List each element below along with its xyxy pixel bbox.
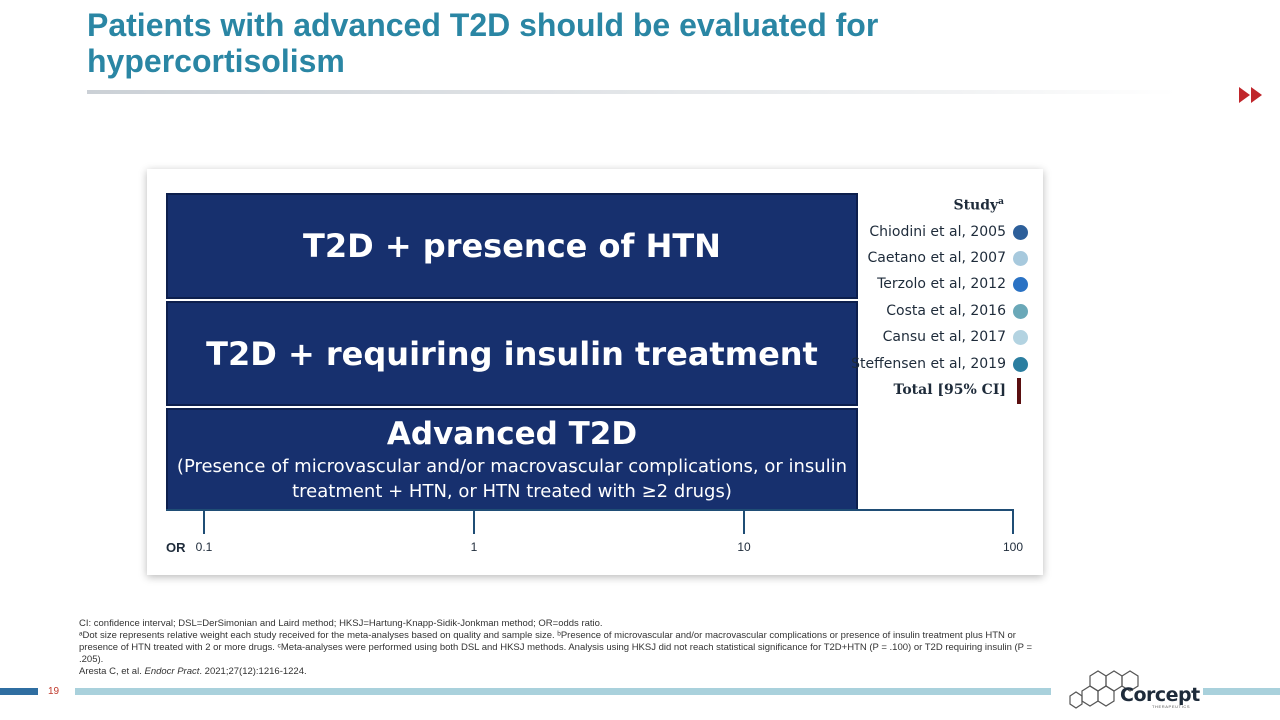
legend-heading: Studya [930, 197, 1004, 214]
group-box-insulin: T2D + requiring insulin treatment [166, 301, 858, 406]
page-number: 19 [48, 686, 60, 697]
footnote-reference: Aresta C, et al. Endocr Pract. 2021;27(1… [79, 666, 1039, 678]
legend-dot [1013, 304, 1028, 319]
footnote-abbreviations: CI: confidence interval; DSL=DerSimonian… [79, 618, 603, 629]
axis-tick-label: 0.1 [195, 540, 213, 554]
footnotes: CI: confidence interval; DSL=DerSimonian… [79, 618, 1039, 678]
group-box-htn: T2D + presence of HTN [166, 193, 858, 299]
legend-dot [1013, 330, 1028, 345]
legend-label: Steffensen et al, 2019 [851, 356, 1006, 372]
footer-bar [75, 688, 1051, 695]
legend-dot [1013, 251, 1028, 266]
footer-bar [0, 688, 38, 695]
legend-dot [1013, 225, 1028, 240]
legend-total-label: Total [95% CI] [893, 382, 1006, 398]
group-title: T2D + requiring insulin treatment [206, 334, 818, 373]
legend-heading-sup: a [998, 197, 1004, 207]
legend-heading-text: Study [953, 197, 999, 214]
axis-tick-label: 1 [470, 540, 478, 554]
legend-label: Chiodini et al, 2005 [869, 224, 1006, 240]
legend-label: Costa et al, 2016 [886, 303, 1006, 319]
legend-total-marker [1017, 378, 1021, 404]
next-slide-icon[interactable] [1238, 85, 1264, 105]
reference-details: . 2021;27(12):1216-1224. [199, 666, 307, 677]
footnote-notes: ᵃDot size represents relative weight eac… [79, 630, 1033, 665]
slide-title: Patients with advanced T2D should be eva… [87, 7, 879, 79]
group-title: T2D + presence of HTN [303, 227, 721, 265]
legend-label: Terzolo et al, 2012 [877, 276, 1006, 292]
legend-dot [1013, 277, 1028, 292]
legend-dot [1013, 357, 1028, 372]
axis-label: OR [166, 540, 186, 555]
legend-label: Caetano et al, 2007 [867, 250, 1006, 266]
logo-wordmark: Corcept [1120, 684, 1200, 706]
group-subtitle: (Presence of microvascular and/or macrov… [176, 455, 848, 502]
legend-label: Cansu et al, 2017 [882, 329, 1006, 345]
logo-tagline: THERAPEUTICS [1152, 704, 1191, 709]
title-divider [87, 90, 1177, 94]
group-title: Advanced T2D [386, 415, 638, 452]
reference-authors: Aresta C, et al. [79, 666, 145, 677]
axis-tick-label: 100 [1002, 540, 1024, 554]
corcept-logo-icon [1069, 670, 1139, 709]
axis-tick-label: 10 [737, 540, 751, 554]
footer-bar [1203, 688, 1280, 695]
reference-journal: Endocr Pract [144, 666, 200, 677]
group-box-advanced: Advanced T2D (Presence of microvascular … [166, 408, 858, 511]
